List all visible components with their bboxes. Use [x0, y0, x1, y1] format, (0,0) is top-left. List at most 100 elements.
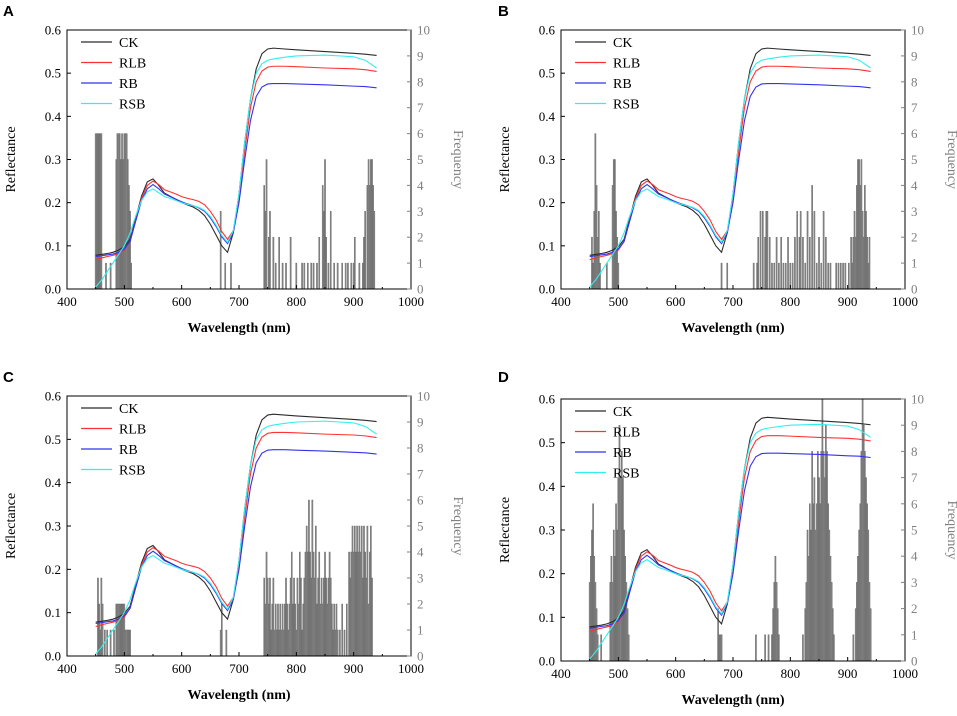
series-line-rlb	[589, 65, 871, 261]
x-tick-label: 400	[551, 294, 571, 309]
y-tick-label: 0.4	[45, 475, 62, 490]
series-line-ck	[589, 416, 871, 628]
y-tick-label: 0.2	[539, 195, 555, 210]
chart-panel-d: D 400 500 600 700 800 900 1000 0.0 0.1 0.2 0.3 0.4 0.…	[498, 369, 957, 708]
series-line-rlb	[95, 431, 377, 628]
x-tick-label: 500	[609, 294, 629, 309]
series-line-ck	[95, 413, 377, 623]
histogram-bar	[627, 634, 630, 662]
y-tick-label: 0.0	[45, 282, 61, 297]
histogram-bar	[762, 211, 764, 290]
x-tick-label: 800	[781, 294, 801, 309]
histogram-bar	[768, 236, 771, 290]
legend-label: RB	[119, 77, 138, 92]
x-tick-label: 700	[229, 294, 249, 309]
x-tick-label: 800	[781, 666, 801, 681]
x-tick-label: 600	[666, 666, 686, 681]
y2-tick-label: 1	[417, 623, 424, 638]
y-axis-title: Reflectance	[498, 126, 513, 192]
histogram-bar	[829, 262, 832, 290]
y2-tick-label: 2	[417, 597, 424, 612]
histogram-bar	[329, 211, 332, 290]
histogram-bar	[778, 262, 780, 290]
histogram-bar	[105, 262, 107, 290]
y-tick-label: 0.6	[45, 23, 62, 38]
x-tick-label: 400	[57, 294, 77, 309]
histogram-bar	[799, 211, 802, 290]
x-axis-title: Wavelength (nm)	[187, 688, 290, 703]
histogram-bar	[813, 211, 816, 290]
x-tick-label: 500	[609, 666, 629, 681]
histogram-bar	[720, 262, 723, 290]
histogram-bar	[129, 629, 131, 657]
y2-tick-label: 1	[417, 256, 424, 271]
histogram-bar	[752, 262, 755, 290]
x-axis-title: Wavelength (nm)	[681, 321, 784, 336]
spectral-lines	[589, 47, 871, 288]
histogram-bar	[822, 211, 825, 290]
y2-axis-title: Frequency	[450, 496, 465, 555]
histogram-bar	[265, 159, 268, 290]
legend-label: CK	[119, 402, 138, 417]
histogram-bar	[354, 236, 356, 290]
legend-label: RLB	[613, 426, 640, 441]
legend-label: RSB	[119, 464, 145, 479]
histogram-bar	[804, 262, 807, 290]
y-tick-label: 0.3	[539, 152, 555, 167]
histogram-bars	[588, 398, 872, 662]
y2-tick-label: 7	[417, 100, 424, 115]
y-tick-label: 0.2	[539, 566, 555, 581]
histogram-bar	[358, 262, 361, 290]
legend-label: RLB	[119, 57, 146, 72]
series-line-rsb	[589, 423, 871, 660]
histogram-bar	[339, 629, 341, 657]
x-tick-label: 600	[666, 294, 686, 309]
histogram-bar	[767, 634, 770, 662]
x-tick-label: 500	[115, 661, 135, 676]
y2-tick-label: 0	[417, 282, 424, 297]
y-tick-label: 0.0	[539, 282, 555, 297]
histogram-bar	[778, 634, 780, 662]
y-tick-label: 0.4	[539, 479, 556, 494]
legend-label: RB	[613, 446, 632, 461]
y2-tick-label: 3	[911, 204, 918, 219]
y-tick-label: 0.5	[539, 435, 555, 450]
y2-tick-label: 7	[911, 470, 918, 485]
histogram-bar	[852, 634, 855, 662]
series-line-rsb	[95, 420, 377, 655]
histogram-bar	[343, 629, 346, 657]
y2-axis-title: Frequency	[944, 130, 957, 189]
legend: CK RLB RB RSB	[81, 36, 146, 113]
histogram-bar	[219, 211, 222, 290]
y-tick-label: 0.5	[45, 432, 61, 447]
y2-tick-label: 2	[911, 601, 918, 616]
x-tick-label: 700	[723, 666, 743, 681]
histogram-bar	[301, 262, 303, 290]
legend: CK RLB RB RSB	[81, 402, 146, 479]
y2-axis-title: Frequency	[944, 500, 957, 559]
histogram-bar	[837, 262, 840, 290]
y-tick-label: 0.1	[539, 610, 555, 625]
histogram-bar	[842, 262, 844, 290]
histogram-bar	[820, 262, 823, 290]
histogram-bar	[336, 262, 339, 290]
y2-tick-label: 1	[911, 256, 918, 271]
histogram-bar	[869, 608, 872, 662]
series-line-rb	[589, 82, 871, 258]
y-axis-title: Reflectance	[4, 126, 19, 192]
histogram-bar	[726, 262, 729, 290]
histogram-bar	[373, 211, 376, 290]
x-axis-title: Wavelength (nm)	[681, 693, 784, 708]
y2-tick-label: 4	[911, 549, 918, 564]
spectral-lines	[95, 47, 377, 288]
y2-tick-label: 6	[911, 496, 918, 511]
y2-tick-label: 9	[417, 48, 424, 63]
histogram-bar	[848, 262, 850, 290]
histogram-bar	[757, 236, 760, 290]
histogram-bar	[350, 262, 353, 290]
histogram-bar	[274, 262, 277, 290]
y2-tick-label: 6	[417, 493, 424, 508]
y2-tick-label: 10	[417, 23, 430, 38]
histogram-bar	[303, 262, 306, 290]
series-line-rb	[95, 449, 377, 625]
